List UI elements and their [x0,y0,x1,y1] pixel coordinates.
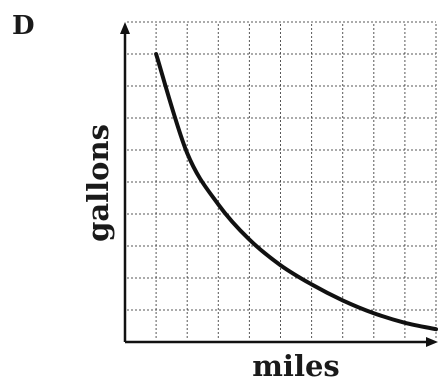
x-axis-title: miles [252,349,340,382]
y-axis-title: gallons [81,124,115,242]
y-axis-arrowhead [120,22,130,34]
series-layer [154,52,438,332]
axes [120,22,438,347]
gridlines [127,21,437,340]
series-line [154,52,438,332]
panel-label: D [12,11,35,41]
x-axis-arrowhead [426,337,438,347]
